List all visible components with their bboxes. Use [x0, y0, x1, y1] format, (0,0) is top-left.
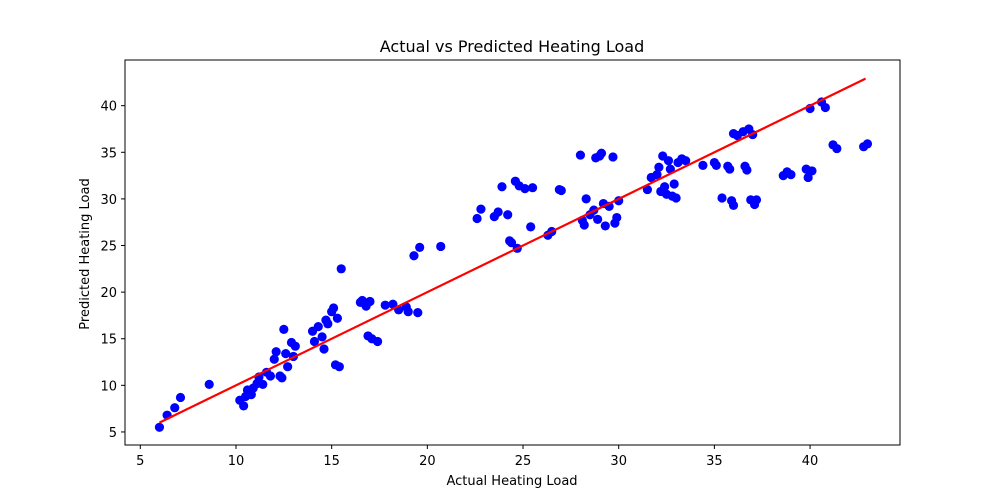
- y-tick-label-5: 5: [109, 426, 117, 441]
- y-tick-label-40: 40: [100, 100, 117, 115]
- x-tick-label-35: 35: [706, 454, 723, 469]
- data-point-2: [170, 403, 180, 413]
- data-point-4: [204, 379, 214, 390]
- data-point-36: [332, 313, 343, 323]
- data-point-56: [476, 204, 486, 214]
- data-point-134: [832, 143, 842, 154]
- data-point-84: [600, 221, 610, 231]
- data-point-118: [742, 165, 752, 175]
- data-point-130: [807, 166, 817, 176]
- data-point-59: [497, 182, 507, 192]
- data-point-17: [271, 347, 281, 357]
- data-point-51: [409, 251, 419, 261]
- data-point-111: [725, 164, 735, 174]
- y-axis-label: Predicted Heating Load: [78, 178, 93, 329]
- data-point-102: [671, 193, 681, 203]
- data-point-43: [365, 296, 375, 307]
- data-point-93: [654, 162, 664, 172]
- data-point-82: [596, 148, 607, 158]
- data-point-38: [336, 264, 346, 274]
- data-point-92: [652, 170, 662, 180]
- data-point-66: [520, 184, 530, 194]
- data-point-3: [175, 392, 186, 403]
- data-point-109: [717, 193, 727, 203]
- reference-line-layer: [158, 77, 867, 424]
- data-point-13: [258, 379, 268, 390]
- data-point-123: [751, 195, 762, 205]
- data-point-132: [820, 102, 830, 113]
- x-tick-label-15: 15: [323, 454, 340, 469]
- data-point-29: [317, 332, 327, 342]
- data-point-75: [579, 220, 589, 230]
- data-point-68: [527, 183, 538, 193]
- y-tick-label-35: 35: [100, 146, 117, 161]
- data-point-106: [698, 160, 708, 170]
- data-point-105: [681, 156, 691, 166]
- data-point-20: [279, 324, 289, 335]
- x-tick-label-5: 5: [136, 454, 144, 469]
- data-point-16: [269, 354, 279, 364]
- data-points: [154, 97, 873, 432]
- data-point-126: [786, 170, 796, 180]
- data-point-86: [608, 152, 618, 162]
- data-point-50: [403, 307, 413, 317]
- data-point-15: [265, 371, 276, 381]
- y-tick-label-25: 25: [100, 240, 117, 255]
- data-point-19: [277, 373, 287, 383]
- data-point-88: [612, 212, 622, 223]
- y-tick-label-30: 30: [100, 193, 117, 208]
- y-tick-label-10: 10: [100, 379, 117, 394]
- data-point-80: [593, 214, 603, 225]
- data-point-27: [309, 336, 320, 347]
- plot-frame: [124, 59, 901, 446]
- data-point-58: [493, 207, 503, 217]
- x-tick-label-30: 30: [610, 454, 627, 469]
- data-point-32: [323, 319, 333, 329]
- data-point-62: [506, 238, 517, 248]
- data-point-72: [556, 185, 566, 196]
- data-point-73: [575, 150, 586, 160]
- data-point-99: [665, 164, 675, 174]
- data-point-47: [388, 299, 398, 309]
- data-point-28: [313, 322, 323, 332]
- data-point-22: [283, 362, 293, 372]
- data-point-60: [503, 210, 513, 220]
- data-point-136: [862, 139, 873, 149]
- data-point-76: [581, 194, 591, 204]
- data-point-45: [372, 336, 383, 347]
- y-tick-label-20: 20: [100, 286, 117, 301]
- data-point-6: [239, 401, 249, 411]
- data-point-55: [472, 213, 482, 224]
- data-point-101: [669, 179, 679, 189]
- data-point-46: [380, 300, 390, 310]
- data-point-90: [642, 184, 653, 195]
- chart-title: Actual vs Predicted Heating Load: [380, 37, 644, 56]
- data-point-108: [711, 160, 721, 170]
- data-point-53: [415, 242, 425, 252]
- data-point-25: [290, 341, 300, 351]
- x-tick-label-25: 25: [515, 454, 532, 469]
- data-point-30: [319, 344, 329, 354]
- x-axis-label: Actual Heating Load: [446, 474, 577, 489]
- data-point-52: [413, 308, 423, 318]
- data-point-37: [334, 362, 344, 372]
- data-point-67: [526, 222, 536, 232]
- reference-line: [158, 77, 867, 424]
- data-point-96: [660, 182, 670, 192]
- data-point-54: [436, 241, 446, 252]
- y-tick-label-15: 15: [100, 333, 117, 348]
- x-tick-label-20: 20: [419, 454, 436, 469]
- data-point-0: [154, 422, 165, 432]
- x-tick-label-10: 10: [228, 454, 245, 469]
- data-point-98: [663, 156, 674, 166]
- data-point-113: [728, 200, 739, 211]
- data-point-21: [281, 349, 291, 359]
- data-point-34: [328, 303, 339, 313]
- axes: 5 10 15 20 25 30 35 40 5 10 15 20 25 30 35 40: [100, 59, 901, 469]
- x-tick-label-40: 40: [802, 454, 819, 469]
